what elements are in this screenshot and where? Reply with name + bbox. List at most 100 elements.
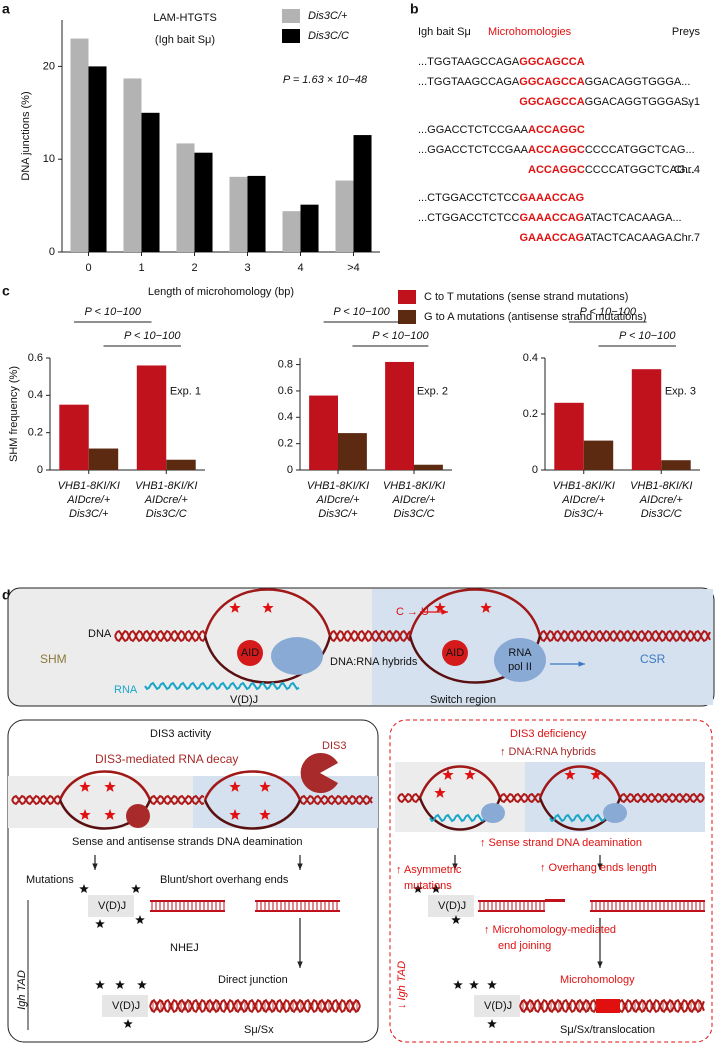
y-axis-label: SHM frequency (%) [8,366,20,462]
label: Igh TAD [16,970,28,1010]
bar [166,459,196,470]
star [442,769,454,780]
y-tick-label: 0.4 [28,389,43,401]
star [131,884,141,893]
x-tick-label: AIDcre/+ [66,494,111,506]
y-tick-label: 0.2 [278,438,293,450]
sequence: ...TGGTAAGCCAGAGGCAGCCA [418,56,585,68]
x-tick-label: 1 [138,262,144,274]
sequence-part: ACCAGGC [528,164,585,176]
dna-strand [149,998,361,1014]
x-tick-label: AIDcre/+ [561,494,606,506]
arrowhead [597,961,603,968]
vdj-box [428,895,474,917]
label: Direct junction [218,974,288,986]
bar [176,143,195,252]
label: NHEJ [170,942,199,954]
prey-label: Chr.4 [674,164,700,176]
star [104,781,116,792]
x-tick-label: Dis3C/+ [564,508,604,520]
star [137,980,147,989]
panel-label: c [2,283,10,299]
label: DIS3 activity [150,728,212,740]
bar [414,464,443,470]
arrowhead [597,863,603,870]
label: ↑ Overhang ends length [540,862,657,874]
annotation: P < 10−100 [333,306,390,318]
dis3 [300,753,338,793]
rna [144,681,300,691]
dna-strand [499,792,541,804]
annotation: Exp. 3 [665,386,696,398]
x-tick-label: Dis3C/C [146,508,187,520]
overhang [545,899,565,902]
bar [335,180,354,252]
hybrid [603,803,627,823]
sequence-part: GAAACCAG [519,192,584,204]
star [487,1019,497,1028]
bar [141,112,160,252]
sequence: ...GGACCTCTCCGAAACCAGGC [418,124,585,136]
label: Sμ/Sx [244,1024,274,1036]
y-tick-label: 0.6 [28,352,43,364]
sequence: GAAACCAGATACTCACAAGA... [519,232,681,244]
sequence-part: ATACTCACAAGA... [584,212,681,224]
star [431,884,441,893]
star [79,884,89,893]
star [79,781,91,792]
annotation: P < 10−100 [124,330,181,342]
y-tick-label: 0.2 [28,427,43,439]
label: DIS3 deficiency [510,728,587,740]
x-tick-label: VHB1-8KI/KI [553,480,615,492]
star [434,787,446,798]
label: AID [446,647,464,659]
label: V(D)J [438,900,466,912]
seq-header: Microhomologies [488,26,572,38]
x-tick-label: VHB1-8KI/KI [630,480,692,492]
bar [59,404,89,470]
star [487,980,497,989]
sequence-part: GGCAGCCA [519,96,584,108]
star [135,915,145,924]
legend-swatch [282,29,300,43]
label: V(D)J [112,1000,140,1012]
sequence: GGCAGCCAGGACAGGTGGGA... [519,96,690,108]
sequence-part: ...CTGGACCTCTCC [418,212,519,224]
bar [229,176,248,252]
x-tick-label: VHB1-8KI/KI [135,480,197,492]
rna [549,813,611,823]
legend-label: G to A mutations (antisense strand mutat… [424,311,647,323]
legend-label: C to T mutations (sense strand mutations… [424,291,628,303]
bar [136,365,167,470]
label: ↑ Sense strand DNA deamination [480,837,642,849]
sequence: ...CTGGACCTCTCCGAAACCAGATACTCACAAGA... [418,212,682,224]
legend-swatch [398,310,416,324]
arrowhead [452,863,458,870]
y-tick-label: 0.2 [523,408,538,420]
panel-label: d [2,587,11,603]
x-tick-label: 4 [297,262,303,274]
bar [309,395,338,470]
arrowhead [441,609,448,615]
sequence-part: CCCCATGGCTCAG... [585,164,695,176]
label: SHM [40,652,67,666]
label: ↑ DNA:RNA hybrids [500,746,596,758]
x-tick-label: 0 [85,262,91,274]
bar [123,78,142,253]
x-tick-label: VHB1-8KI/KI [383,480,445,492]
label: ↓ Igh TAD [396,961,408,1009]
annotation: P < 10−100 [580,306,637,318]
x-tick-label: 3 [244,262,250,274]
aid [237,640,263,666]
label: DNA:RNA hybrids [330,656,418,668]
label: pol II [508,661,532,673]
sequence-part: ...TGGTAAGCCAGA [418,56,520,68]
dna-strand [11,794,61,806]
x-tick-label: VHB1-8KI/KI [307,480,369,492]
bar [300,204,319,252]
annotation: P < 10−100 [619,330,676,342]
x-tick-label: 2 [191,262,197,274]
sequence-part: ...CTGGACCTCTCC [418,192,519,204]
seq-header: Igh bait Sμ [418,26,471,38]
annotation: P = 1.63 × 10−48 [283,74,368,86]
